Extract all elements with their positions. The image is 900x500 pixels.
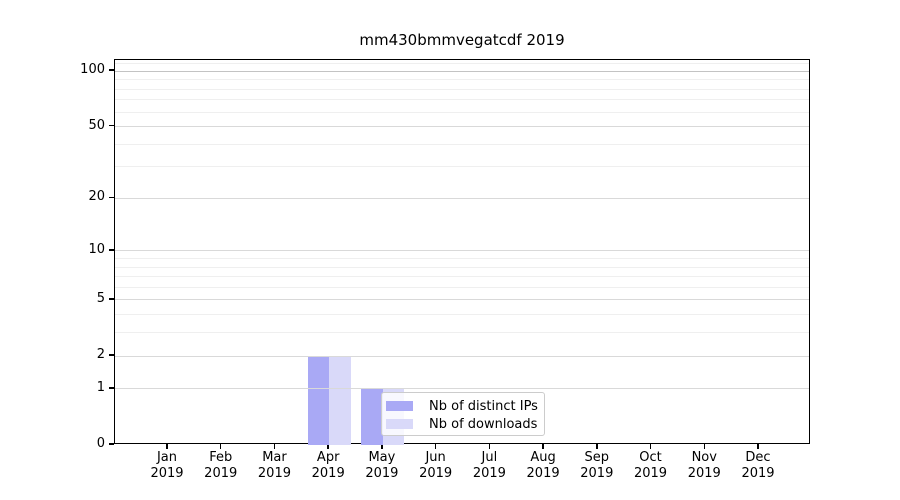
legend-swatch-downloads	[386, 419, 413, 429]
minor-gridline-y3	[115, 332, 809, 334]
legend-swatch-distinct-ips	[386, 401, 413, 411]
minor-gridline-y70	[115, 99, 809, 101]
x-tick-mark-feb	[219, 444, 222, 449]
x-tick-mark-jun	[434, 444, 437, 449]
x-tick-month-aug: Aug	[530, 450, 556, 465]
x-tick-year-sep: 2019	[580, 466, 614, 481]
x-tick-month-dec: Dec	[745, 450, 771, 465]
x-tick-year-mar: 2019	[257, 466, 291, 481]
x-tick-label-dec: Dec 2019	[730, 450, 786, 482]
minor-gridline-y30	[115, 166, 809, 168]
x-tick-mark-sep	[596, 444, 598, 449]
x-tick-month-apr: Apr	[316, 450, 340, 465]
y-tick-label-2: 2	[96, 347, 105, 363]
minor-gridline-y110	[115, 63, 809, 65]
x-tick-label-aug: Aug 2019	[515, 450, 571, 482]
y-tick-label-100: 100	[80, 62, 105, 78]
y-tick-label-50: 50	[88, 117, 105, 133]
x-tick-year-feb: 2019	[204, 466, 238, 481]
x-tick-label-oct: Oct 2019	[623, 450, 679, 482]
x-tick-month-jul: Jul	[481, 450, 498, 465]
major-gridline-y100	[115, 70, 809, 72]
bar-downloads-apr	[329, 356, 351, 445]
x-tick-month-nov: Nov	[691, 450, 717, 465]
x-tick-label-jan: Jan 2019	[139, 450, 195, 482]
legend-label-distinct-ips: Nb of distinct IPs	[429, 398, 538, 414]
x-tick-year-nov: 2019	[687, 466, 721, 481]
x-tick-mark-apr	[327, 444, 329, 449]
y-tick-mark-2	[108, 354, 114, 356]
x-tick-mark-jul	[488, 444, 491, 449]
plot-area	[114, 59, 810, 445]
x-tick-label-may: May 2019	[354, 450, 410, 482]
y-tick-mark-100	[108, 69, 114, 71]
x-tick-label-apr: Apr 2019	[300, 450, 356, 482]
x-tick-mark-oct	[649, 444, 652, 449]
x-tick-label-jun: Jun 2019	[408, 450, 464, 482]
bar-distinct-ips-apr	[307, 356, 330, 445]
bar-distinct-ips-may	[361, 388, 383, 445]
x-tick-month-feb: Feb	[209, 450, 233, 465]
major-gridline-y2	[115, 355, 809, 357]
minor-gridline-y80	[115, 88, 809, 90]
x-tick-mark-may	[381, 444, 383, 449]
major-gridline-y1	[115, 388, 809, 390]
y-tick-label-5: 5	[96, 290, 105, 306]
x-tick-label-mar: Mar 2019	[246, 450, 302, 482]
x-tick-month-may: May	[368, 450, 396, 465]
major-gridline-y5	[115, 299, 809, 301]
minor-gridline-y8	[115, 266, 809, 268]
legend: Nb of distinct IPs Nb of downloads	[381, 392, 545, 436]
x-tick-year-aug: 2019	[526, 466, 560, 481]
x-tick-mark-dec	[757, 444, 759, 449]
minor-gridline-y60	[115, 111, 809, 113]
minor-gridline-y40	[115, 143, 809, 145]
x-tick-year-dec: 2019	[741, 466, 775, 481]
legend-item-downloads: Nb of downloads	[386, 415, 538, 433]
x-tick-month-sep: Sep	[584, 450, 610, 465]
major-gridline-y20	[115, 197, 809, 199]
major-gridline-y50	[115, 126, 809, 128]
x-tick-label-jul: Jul 2019	[461, 450, 517, 482]
x-tick-mark-mar	[273, 444, 276, 449]
y-tick-mark-5	[108, 298, 114, 300]
y-tick-mark-20	[108, 196, 114, 199]
x-tick-mark-nov	[703, 444, 706, 449]
x-tick-label-feb: Feb 2019	[193, 450, 249, 482]
y-tick-label-0: 0	[96, 436, 105, 451]
x-tick-year-apr: 2019	[311, 466, 345, 481]
minor-gridline-y4	[115, 314, 809, 316]
y-tick-label-10: 10	[88, 241, 105, 257]
chart-title: mm430bmmvegatcdf 2019	[359, 31, 565, 49]
x-tick-label-sep: Sep 2019	[569, 450, 625, 482]
x-tick-year-jan: 2019	[150, 466, 184, 481]
x-tick-month-jan: Jan	[156, 450, 178, 465]
x-tick-label-nov: Nov 2019	[676, 450, 732, 482]
x-tick-month-oct: Oct	[639, 450, 662, 465]
y-tick-mark-1	[108, 387, 114, 389]
y-tick-label-1: 1	[96, 379, 105, 395]
minor-gridline-y9	[115, 258, 809, 259]
x-tick-year-oct: 2019	[633, 466, 668, 481]
x-tick-year-may: 2019	[365, 466, 399, 481]
x-tick-month-jun: Jun	[425, 450, 446, 465]
x-tick-year-jul: 2019	[472, 466, 506, 481]
minor-gridline-y6	[115, 286, 809, 288]
y-tick-mark-50	[108, 124, 114, 127]
y-tick-mark-10	[108, 249, 114, 251]
x-tick-year-jun: 2019	[419, 466, 453, 481]
y-tick-mark-0	[108, 443, 114, 445]
legend-item-distinct-ips: Nb of distinct IPs	[386, 397, 538, 415]
y-tick-label-20: 20	[88, 189, 105, 205]
minor-gridline-y90	[115, 79, 809, 81]
legend-label-downloads: Nb of downloads	[429, 416, 538, 432]
major-gridline-y10	[115, 250, 809, 252]
x-tick-mark-jan	[166, 444, 168, 449]
x-tick-mark-aug	[542, 444, 544, 449]
minor-gridline-y7	[115, 276, 809, 278]
x-tick-month-mar: Mar	[262, 450, 287, 465]
